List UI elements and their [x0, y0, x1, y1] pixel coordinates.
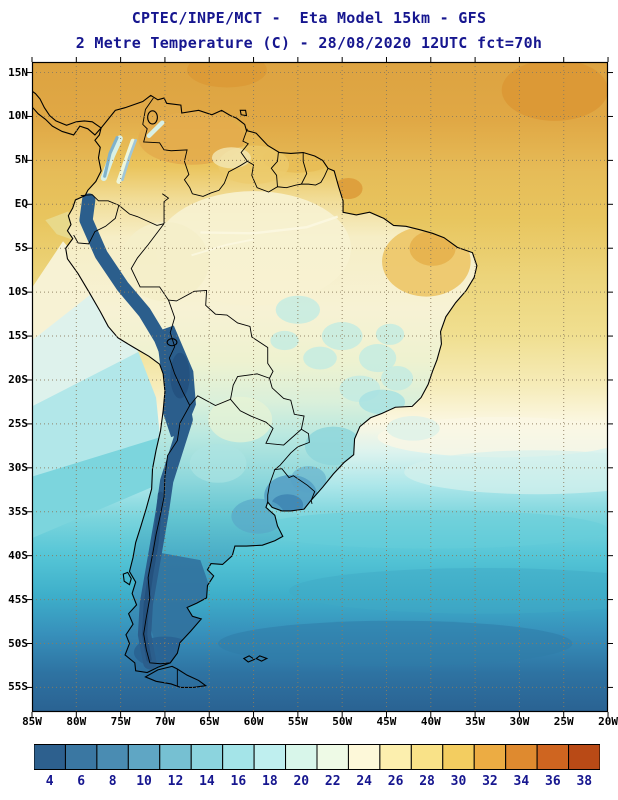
lon-tick-label: 70W [154, 715, 175, 728]
lat-tick-label: 15N [8, 65, 28, 79]
colorbar-tick-label: 14 [199, 774, 215, 789]
colorbar-segment [96, 744, 129, 770]
geo-layer [32, 62, 608, 712]
colorbar-tick-label: 4 [45, 774, 54, 789]
colorbar-gradient [33, 744, 601, 770]
colorbar-tick-label: 38 [576, 774, 593, 789]
falkland-island-west [244, 656, 255, 662]
tierra-del-fuego [145, 666, 205, 687]
colorbar-segment [159, 744, 192, 770]
colorbar-tick-label: 16 [230, 774, 247, 789]
colorbar-segment [33, 744, 66, 770]
colorbar [33, 744, 601, 770]
lat-tick-label: 5S [14, 241, 28, 255]
colorbar-tick-label: 36 [545, 774, 561, 789]
colorbar-segment [253, 744, 287, 770]
lat-tick-label: 10N [8, 109, 28, 123]
lon-tick-label: 25W [553, 715, 574, 728]
colorbar-tick-label: 8 [108, 774, 117, 789]
colorbar-segment [536, 744, 570, 770]
colorbar-segment [379, 744, 412, 770]
lat-tick-label: 30S [8, 460, 28, 474]
colorbar-tick-label: 18 [262, 774, 278, 789]
lat-tick-label: 45S [8, 592, 28, 606]
colorbar-tick-label: 34 [513, 774, 530, 789]
lon-tick-label: 55W [287, 715, 308, 728]
trinidad-island [240, 110, 246, 115]
lon-tick-label: 60W [243, 715, 264, 728]
gridlines [32, 62, 608, 712]
country-borders [74, 98, 328, 687]
colorbar-labels: 4 6 8 10 12 14 16 18 20 22 24 26 28 30 32 34 36 38 [0, 774, 618, 792]
colorbar-tick-label: 30 [450, 774, 467, 789]
lat-tick-label: 55S [8, 680, 28, 694]
colorbar-tick-label: 26 [387, 774, 404, 789]
islands [32, 91, 267, 687]
colorbar-tick-label: 20 [293, 774, 310, 789]
ocean-temperature-overlays [32, 62, 608, 667]
lon-tick-label: 50W [332, 715, 353, 728]
temperature-map [27, 57, 613, 717]
lat-axis: 15N 10N 5N EQ 5S 10S 15S 20S 25S 30S 35S 40S 45S 50S 5… [0, 62, 29, 712]
lat-tick-label: EQ [14, 197, 28, 211]
colorbar-segment [190, 744, 224, 770]
colorbar-tick-label: 24 [356, 774, 372, 789]
lon-tick-label: 40W [420, 715, 441, 728]
lat-tick-label: 50S [8, 636, 28, 650]
lat-tick-label: 10S [8, 285, 28, 299]
lon-tick-label: 20W [598, 715, 618, 728]
chiloe-island [123, 572, 131, 584]
lat-tick-label: 15S [8, 329, 28, 343]
colorbar-tick-label: 28 [419, 774, 435, 789]
central-america-landmass [32, 91, 101, 135]
colorbar-segment [505, 744, 538, 770]
colorbar-segment [127, 744, 161, 770]
falkland-island-east [256, 656, 267, 661]
lon-tick-label: 45W [376, 715, 397, 728]
colorbar-segment [442, 744, 475, 770]
chart-title-line1: CPTEC/INPE/MCT - Eta Model 15km - GFS [131, 9, 487, 27]
lon-tick-label: 75W [110, 715, 131, 728]
lat-tick-label: 20S [8, 372, 28, 386]
colorbar-segment [473, 744, 507, 770]
lon-axis: 85W 80W 75W 70W 65W 60W 55W 50W 45W 40W 35W 30W 25W 2… [0, 715, 618, 729]
axis-ticks [27, 57, 613, 717]
lat-tick-label: 25S [8, 416, 28, 430]
colorbar-segment [285, 744, 318, 770]
chart-title-line2: 2 Metre Temperature (C) - 28/08/2020 12U… [75, 34, 543, 52]
lon-tick-label: 30W [509, 715, 530, 728]
colorbar-segment [222, 744, 255, 770]
colorbar-segment [568, 744, 601, 770]
lon-tick-label: 80W [66, 715, 87, 728]
lon-tick-label: 65W [199, 715, 220, 728]
colorbar-tick-label: 6 [77, 774, 86, 789]
map-frame [31, 61, 609, 713]
lat-tick-label: 5N [14, 153, 28, 167]
colorbar-segment [64, 744, 98, 770]
colorbar-segment [316, 744, 349, 770]
colorbar-tick-label: 12 [167, 774, 184, 789]
lon-tick-label: 35W [465, 715, 486, 728]
colorbar-segment [410, 744, 444, 770]
lat-tick-label: 40S [8, 548, 28, 562]
colorbar-tick-label: 10 [136, 774, 152, 789]
colorbar-tick-label: 22 [324, 774, 341, 789]
lon-tick-label: 85W [22, 715, 42, 728]
lake-maracaibo [148, 111, 158, 124]
colorbar-tick-label: 32 [482, 774, 498, 789]
colorbar-segment [347, 744, 381, 770]
lat-tick-label: 35S [8, 504, 28, 518]
